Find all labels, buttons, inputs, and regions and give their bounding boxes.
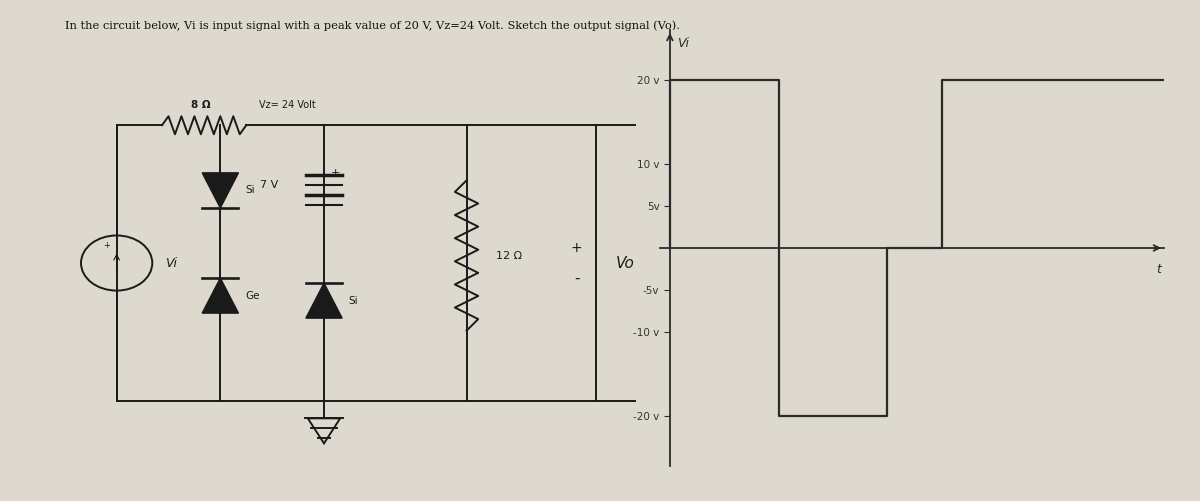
- Text: t: t: [1157, 263, 1162, 276]
- Polygon shape: [202, 278, 239, 313]
- Text: Vz= 24 Volt: Vz= 24 Volt: [259, 100, 316, 110]
- Text: In the circuit below, Vi is input signal with a peak value of 20 V, Vz=24 Volt. : In the circuit below, Vi is input signal…: [65, 20, 679, 31]
- Text: Ge: Ge: [245, 291, 259, 301]
- Text: +: +: [103, 241, 110, 250]
- Text: Si: Si: [245, 185, 254, 195]
- Text: 7 V: 7 V: [260, 180, 278, 190]
- Text: -: -: [574, 271, 580, 286]
- Text: Vi: Vi: [166, 257, 178, 270]
- Text: Vo: Vo: [616, 256, 635, 271]
- Text: +: +: [571, 241, 582, 255]
- Polygon shape: [202, 173, 239, 208]
- Text: 12 Ω: 12 Ω: [496, 250, 522, 261]
- Text: 8 Ω: 8 Ω: [191, 100, 211, 110]
- Text: +: +: [330, 168, 340, 178]
- Text: Vi: Vi: [677, 37, 689, 50]
- Polygon shape: [306, 283, 342, 318]
- Text: Si: Si: [349, 296, 359, 306]
